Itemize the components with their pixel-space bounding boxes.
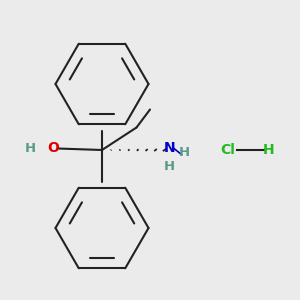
Text: H: H bbox=[263, 143, 274, 157]
Text: O: O bbox=[47, 142, 59, 155]
Text: Cl: Cl bbox=[220, 143, 236, 157]
Text: H: H bbox=[164, 160, 175, 173]
Text: H: H bbox=[179, 146, 190, 160]
Text: H: H bbox=[24, 142, 36, 155]
Text: N: N bbox=[164, 142, 175, 155]
